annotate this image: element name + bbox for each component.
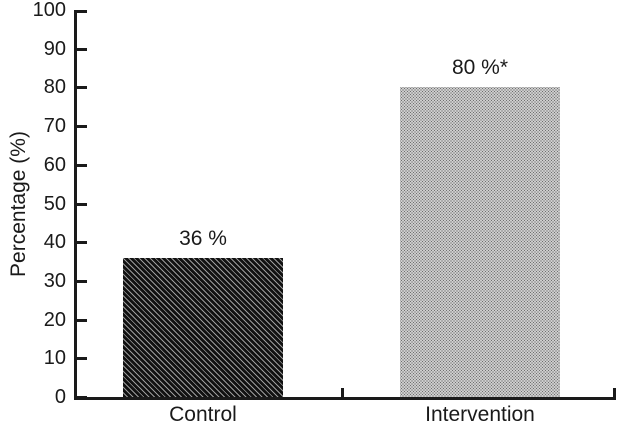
y-axis-tick-label: 60 (43, 154, 66, 176)
y-axis-tick-label: 50 (43, 193, 66, 215)
y-axis-tick (74, 280, 87, 283)
category-label-control: Control (169, 403, 237, 426)
bar-value-label: 80 %* (451, 56, 509, 79)
x-axis-line (74, 397, 616, 400)
y-axis-tick-label: 70 (43, 115, 66, 137)
category-label-intervention: Intervention (425, 403, 535, 426)
y-axis-tick-label: 100 (32, 0, 66, 21)
y-axis-tick (74, 164, 87, 167)
y-axis-tick (74, 203, 87, 206)
y-axis-tick (74, 86, 87, 89)
y-axis-tick-label: 20 (43, 309, 66, 331)
y-axis-tick-label: 80 (43, 76, 66, 98)
y-axis-tick (74, 319, 87, 322)
bar-control (123, 258, 283, 397)
y-axis-tick (74, 125, 87, 128)
y-axis-tick (74, 396, 87, 399)
y-axis-tick (74, 10, 87, 13)
y-axis-tick-label: 40 (43, 231, 66, 253)
y-axis-tick-label: 10 (43, 347, 66, 369)
y-axis-tick (74, 48, 87, 51)
y-axis-tick-label: 30 (43, 270, 66, 292)
y-axis-tick (74, 241, 87, 244)
y-axis-tick-label: 90 (43, 38, 66, 60)
bar-value-label: 36 % (179, 227, 227, 250)
y-axis-tick-label: 0 (54, 386, 66, 408)
x-axis-tick (613, 388, 616, 397)
bar-intervention (400, 87, 560, 397)
y-axis-tick (74, 357, 87, 360)
x-axis-tick (341, 388, 344, 397)
